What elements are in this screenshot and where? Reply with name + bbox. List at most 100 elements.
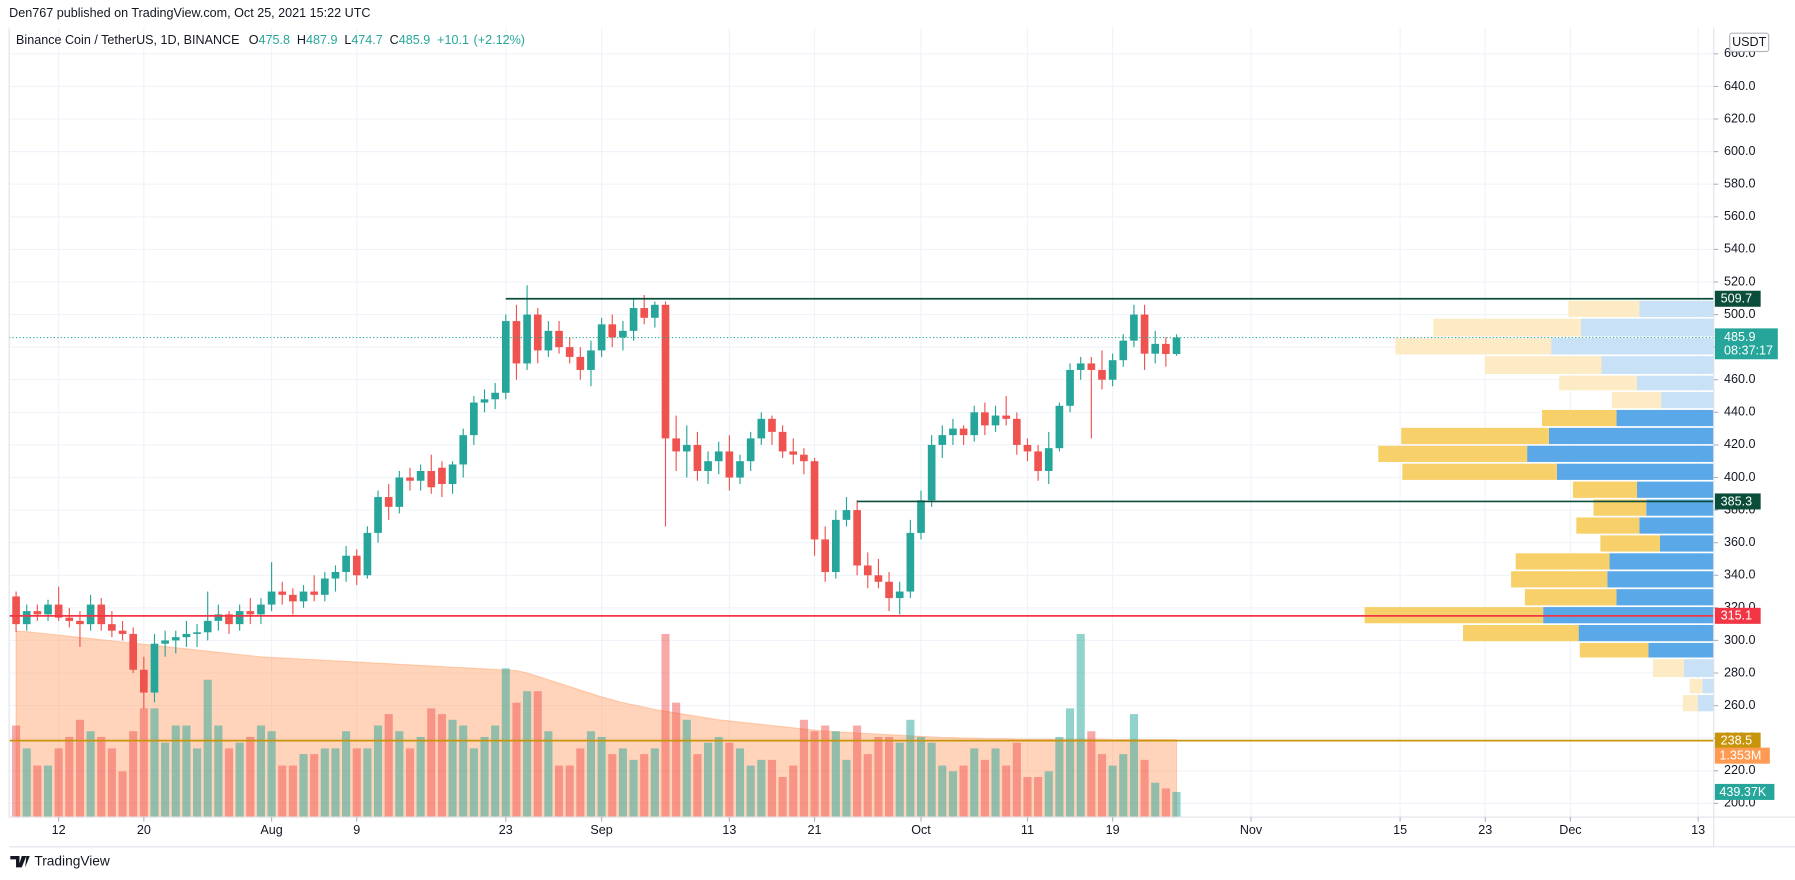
x-tick-label: 9 <box>353 823 360 837</box>
axes <box>8 27 1795 848</box>
candle-body <box>65 617 74 621</box>
y-tick-label: 280.0 <box>1724 665 1755 679</box>
volume-bar <box>480 736 489 818</box>
profile-down <box>1395 338 1552 355</box>
candle-body <box>320 578 329 595</box>
candle-body <box>161 640 169 644</box>
profile-up <box>1646 499 1714 516</box>
volume-ma-label: 1.353M <box>1719 749 1761 763</box>
x-tick-label: 19 <box>1106 823 1120 837</box>
profile-up <box>1609 553 1714 570</box>
volume-bar <box>363 748 372 818</box>
level-label: 315.1 <box>1721 609 1752 623</box>
candle-body <box>310 591 319 595</box>
profile-down <box>1611 391 1662 409</box>
candle-body <box>182 633 191 638</box>
countdown: 08:37:17 <box>1724 344 1773 358</box>
profile-down <box>1401 427 1549 445</box>
level-label-bg <box>1714 493 1761 510</box>
volume-ma-label-bg <box>1714 747 1770 764</box>
legend-letter: O <box>249 34 259 48</box>
profile-up <box>1616 409 1714 427</box>
volume-bar <box>586 731 596 818</box>
volume-bar <box>821 725 830 818</box>
volume-bar <box>97 736 106 818</box>
volume-bar <box>991 748 1000 818</box>
candles <box>12 285 1181 709</box>
candle-body <box>448 464 457 485</box>
volume-bar <box>139 708 148 818</box>
profile-down <box>1559 375 1638 391</box>
profile-down <box>1463 625 1579 642</box>
levels <box>9 297 1714 742</box>
volume-bar <box>1012 742 1021 818</box>
candle-body <box>1130 314 1138 341</box>
candle-body <box>150 643 159 693</box>
y-tick-label: 300.0 <box>1724 633 1755 647</box>
x-tick-label: 12 <box>52 823 66 837</box>
candle-body <box>895 591 904 599</box>
volume-bar <box>416 736 425 818</box>
x-tick-label: Dec <box>1559 823 1581 837</box>
currency-box[interactable] <box>1729 32 1770 53</box>
volume-bar <box>256 725 265 818</box>
candle-body <box>619 330 627 338</box>
volume-bar <box>86 731 95 818</box>
candle-body <box>725 451 734 478</box>
candle-body <box>225 614 233 625</box>
candle-body <box>1076 363 1085 370</box>
volume-bar <box>682 719 691 818</box>
volume-bar <box>959 765 968 818</box>
profile-down <box>1579 642 1649 658</box>
y-tick-label: 620.0 <box>1724 111 1755 125</box>
volume-bar <box>469 748 478 818</box>
candle-body <box>565 347 574 357</box>
candle-body <box>1119 340 1128 361</box>
candle-body <box>789 451 798 455</box>
x-tick-label: 23 <box>499 823 513 837</box>
y-tick-label: 600.0 <box>1724 144 1755 158</box>
x-tick-label: Oct <box>911 823 931 837</box>
symbol: Binance Coin / TetherUS, 1D, BINANCE <box>16 34 240 48</box>
brand-logo <box>10 855 30 868</box>
volume-bar <box>767 759 777 818</box>
profile-down <box>1484 356 1602 374</box>
logo-mark <box>10 855 30 868</box>
volume-bar <box>938 765 947 818</box>
x-tick-label: 13 <box>1691 823 1705 837</box>
volume-bar <box>980 759 989 818</box>
volume-bar <box>1034 777 1043 818</box>
volume-bar <box>65 736 74 818</box>
profile-down <box>1378 445 1528 462</box>
volume-bar <box>203 679 212 818</box>
volume-bar <box>1108 765 1117 818</box>
volume-bar <box>448 719 457 818</box>
currency[interactable]: USDT <box>1732 35 1767 49</box>
volume-bar <box>863 754 872 818</box>
candle-body <box>714 451 723 462</box>
candle-body <box>1012 418 1021 445</box>
volume-bar <box>299 754 308 818</box>
volume-bar <box>650 748 659 818</box>
y-tick-label: 440.0 <box>1724 405 1755 419</box>
candle-body <box>374 497 382 533</box>
volume-bar <box>288 765 297 818</box>
volume-bar <box>523 691 532 818</box>
volume-bar <box>1002 765 1011 818</box>
profile-down <box>1600 535 1660 552</box>
volume-bar <box>725 742 734 818</box>
candle-body <box>512 321 521 364</box>
y-tick-label: 500.0 <box>1724 307 1755 321</box>
volume-bar <box>310 754 319 818</box>
volume-bar <box>107 748 116 818</box>
level-label-bg <box>1714 290 1761 307</box>
volume-bar <box>320 748 329 818</box>
profile-down <box>1653 659 1684 678</box>
candle-body <box>129 633 138 670</box>
x-tick-label: 21 <box>808 823 822 837</box>
volume-bar <box>405 748 415 818</box>
candle-body <box>470 402 478 436</box>
volume-bar <box>885 736 894 818</box>
candle-body <box>917 500 925 533</box>
y-tick-label: 560.0 <box>1724 209 1755 223</box>
